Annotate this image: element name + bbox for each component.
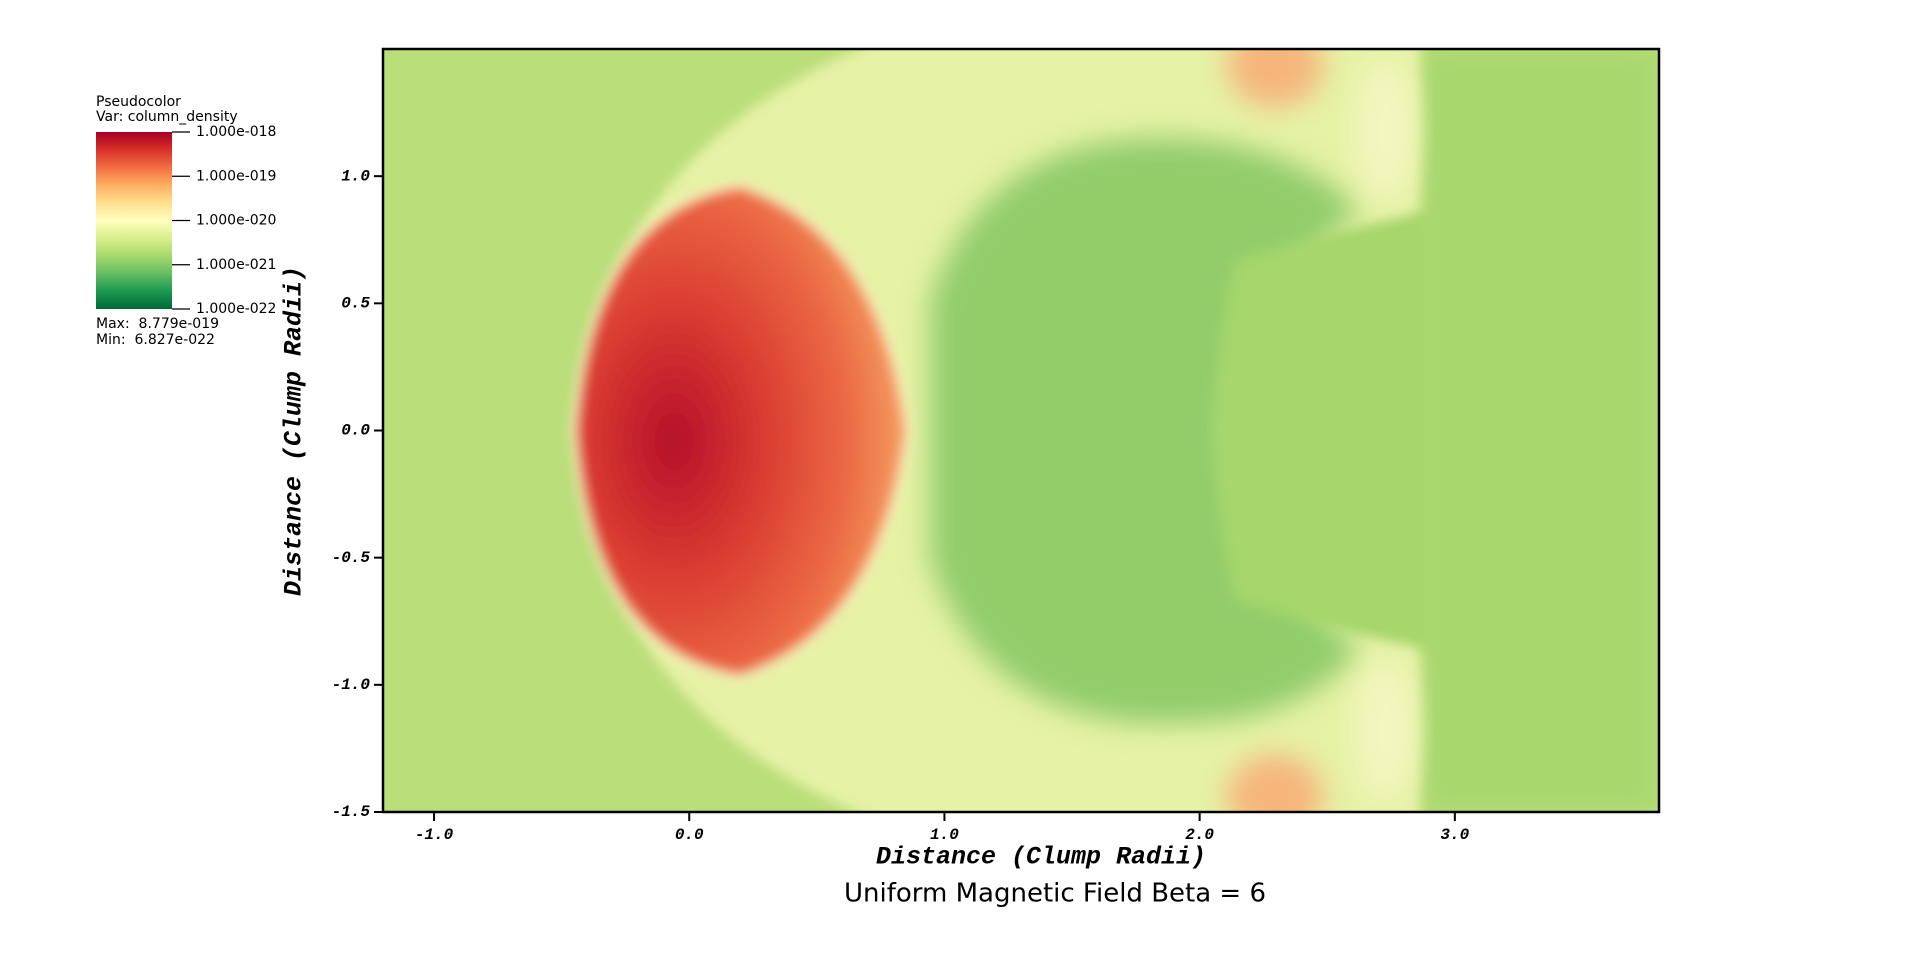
x-tick-label: 1.0 — [930, 826, 959, 844]
chart-title: Uniform Magnetic Field Beta = 6 — [844, 879, 1266, 909]
colorbar-tick-label: 1.000e-019 — [196, 168, 276, 184]
y-tick-label: 1.0 — [341, 167, 370, 185]
y-tick-label: 0.5 — [341, 295, 370, 313]
density-field — [383, 49, 1659, 812]
x-tick-label: 0.0 — [675, 826, 704, 844]
legend-min: Min: 6.827e-022 — [96, 332, 215, 348]
y-tick-label: -0.5 — [332, 549, 371, 567]
colorbar-tick-label: 1.000e-018 — [196, 124, 276, 140]
y-tick-label: -1.0 — [332, 676, 371, 694]
colorbar-tick-label: 1.000e-021 — [196, 257, 276, 273]
legend-variable: Var: column_density — [96, 109, 238, 125]
colorbar-tick-label: 1.000e-022 — [196, 301, 276, 317]
y-tick-label: -1.5 — [332, 803, 371, 821]
x-tick-label: 2.0 — [1185, 826, 1214, 844]
legend-max: Max: 8.779e-019 — [96, 316, 219, 332]
y-tick-label: 0.0 — [341, 422, 370, 440]
x-axis-label: Distance (Clump Radii) — [876, 843, 1206, 872]
y-axis-label: Distance (Clump Radii) — [280, 266, 309, 596]
x-tick-label: -1.0 — [415, 826, 454, 844]
legend-title: Pseudocolor — [96, 94, 181, 110]
colorbar-tick-label: 1.000e-020 — [196, 213, 276, 229]
x-tick-label: 3.0 — [1440, 826, 1469, 844]
colorbar — [96, 132, 172, 309]
